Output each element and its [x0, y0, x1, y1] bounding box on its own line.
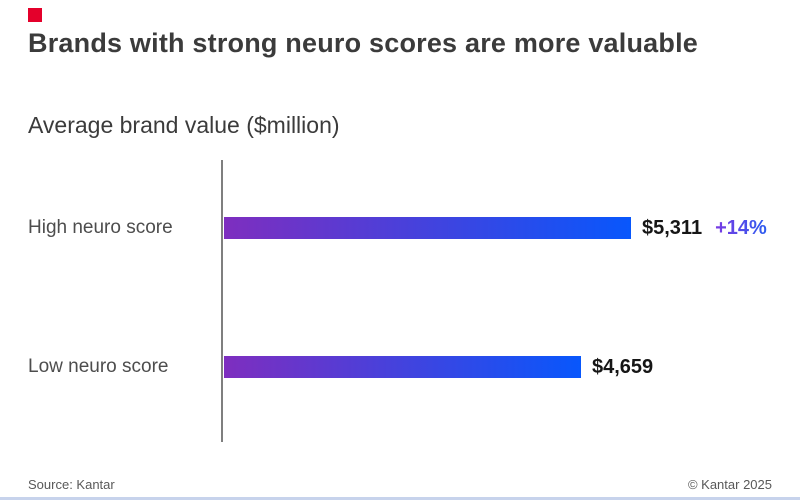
copyright-note: © Kantar 2025 [687, 477, 772, 492]
bar-high-neuro [224, 217, 631, 239]
category-label-low-neuro: Low neuro score [28, 356, 169, 377]
kantar-logo-mark [28, 8, 42, 22]
value-label-high-neuro: $5,311 [642, 216, 703, 239]
category-label-high-neuro: High neuro score [28, 217, 173, 238]
bar-row-low-neuro: Low neuro score $4,659 [28, 356, 653, 378]
chart-subtitle: Average brand value ($million) [28, 112, 340, 138]
chart-title: Brands with strong neuro scores are more… [28, 28, 698, 58]
bar-row-high-neuro: High neuro score $5,311 +14% [28, 217, 767, 239]
bottom-rule [0, 497, 800, 500]
pct-change-label: +14% [715, 216, 767, 239]
source-note: Source: Kantar [28, 477, 115, 492]
bar-low-neuro [224, 356, 581, 378]
value-label-low-neuro: $4,659 [592, 355, 654, 378]
y-axis-line [221, 160, 223, 442]
